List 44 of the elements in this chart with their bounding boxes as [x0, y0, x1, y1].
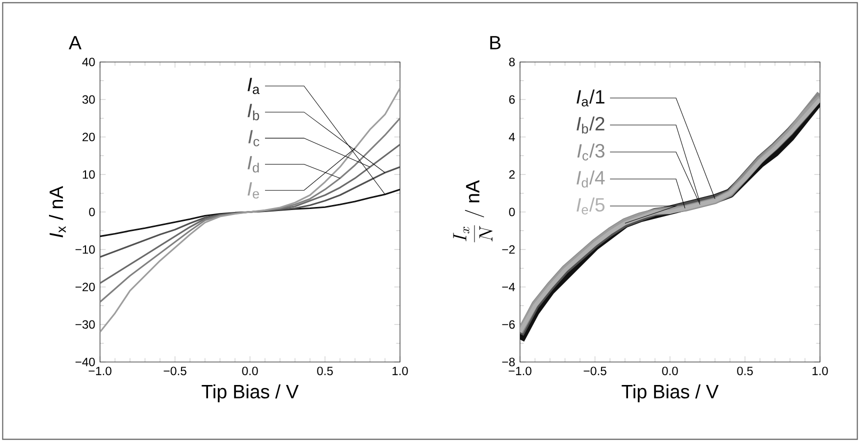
y-tick-label: 6: [509, 95, 515, 104]
y-tick-label: −20: [76, 282, 95, 292]
y-tick-label: 10: [82, 170, 95, 179]
y-tick-label: −4: [502, 282, 515, 292]
text: I$_{d}$/4: [576, 170, 605, 188]
y-tick-label: 40: [82, 58, 95, 66]
chart-title: A: [68, 36, 82, 50]
y-tick-label: 0: [509, 208, 515, 216]
chart-title: B: [490, 36, 501, 50]
x-tick-label: 0.0: [242, 366, 258, 376]
text: I$_{a}$: [248, 78, 260, 94]
x-tick-label: 1.0: [392, 366, 408, 376]
y-tick-label: −6: [502, 320, 515, 329]
x-tick-label: −0.5: [584, 366, 606, 376]
y-tick-label: −2: [502, 245, 515, 254]
x-tick-label: −1.0: [508, 366, 532, 376]
x-tick-label: 0.5: [317, 366, 333, 376]
x-tick-label: 0.5: [737, 366, 753, 376]
y-tick-label: −30: [76, 320, 95, 329]
x-tick-label: −1.0: [88, 366, 112, 376]
series-label: I$_{e}$/5: [576, 198, 604, 214]
text: I$_{c}$/3: [577, 144, 604, 160]
y-tick-label: 20: [82, 132, 95, 142]
y-tick-label: −8: [502, 358, 515, 366]
y-axis-title: I$_{x}$ / nA: [49, 186, 66, 238]
text: I$_{a}$/1: [576, 90, 604, 106]
y-tick-label: 0: [89, 208, 95, 216]
y-tick-label: 30: [82, 95, 95, 104]
y-tick-label: 8: [509, 58, 515, 66]
x-axis-title: Tip Bias / V: [622, 384, 719, 402]
x-tick-label: −0.5: [164, 366, 186, 376]
y-tick-label: 2: [509, 170, 515, 179]
x-tick-label: 1.0: [812, 366, 828, 376]
text: I$_{b}$/2: [576, 116, 604, 134]
series-label: I$_{e}$: [248, 182, 260, 198]
y-tick-label: −10: [76, 245, 95, 254]
x-tick-label: 0.0: [662, 366, 678, 376]
text: I$_{c}$: [248, 130, 260, 146]
y-tick-label: −40: [76, 358, 95, 366]
x-axis-title: Tip Bias / V: [202, 384, 299, 402]
text: I$_{d}$: [248, 156, 259, 172]
text: I$_{b}$: [248, 104, 260, 120]
y-axis-title: $\frac{I_x}{N}\ /\ \mathrm{nA}$: [453, 180, 492, 242]
y-tick-label: 4: [508, 132, 515, 142]
